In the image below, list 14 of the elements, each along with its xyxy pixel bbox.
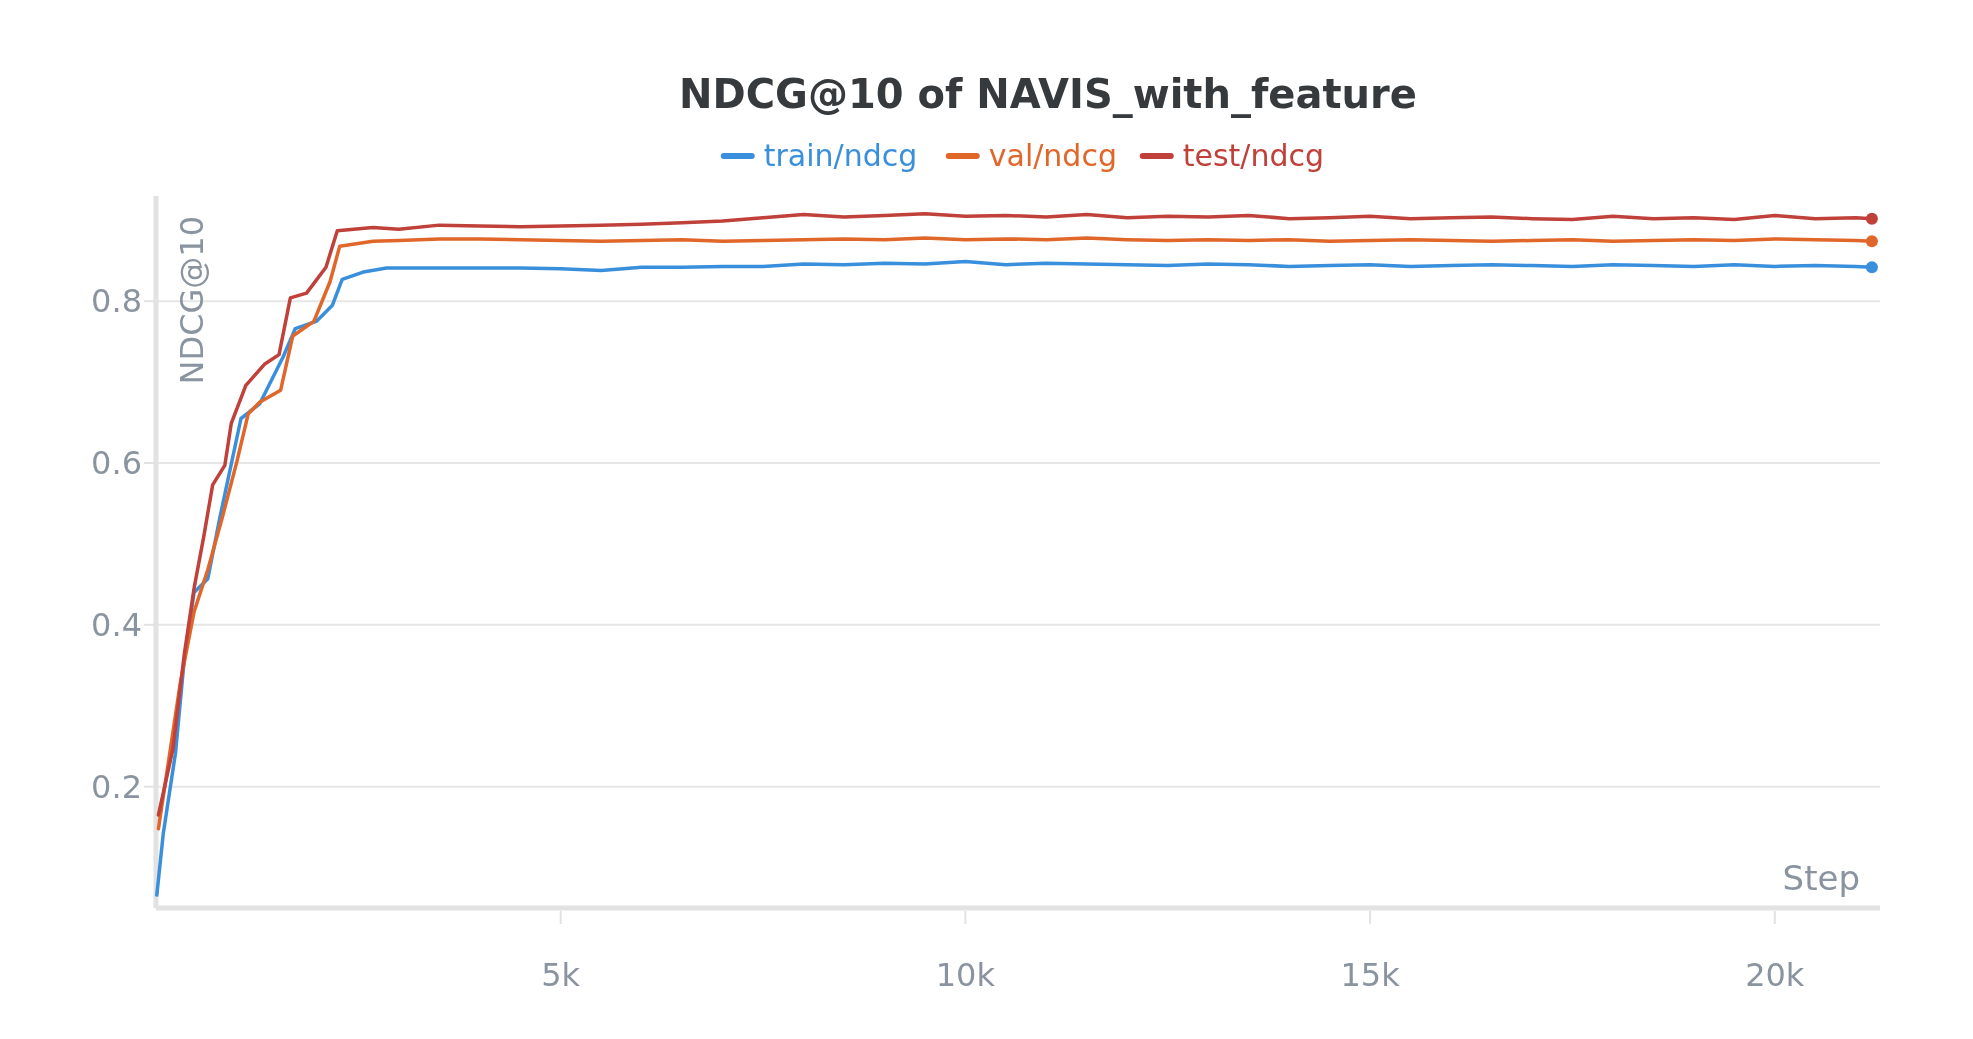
legend-label: val/ndcg [988, 138, 1117, 173]
y-axis-title: NDCG@10 [173, 216, 211, 385]
y-tick-label: 0.4 [91, 605, 142, 644]
x-tick-label: 5k [541, 956, 581, 994]
legend-label: test/ndcg [1182, 138, 1325, 173]
y-tick-label: 0.6 [91, 444, 142, 482]
x-tick-label: 10k [935, 956, 996, 994]
chart-title: NDCG@10 of NAVIS_with_feature [679, 71, 1417, 118]
y-tick-label: 0.8 [91, 282, 142, 321]
x-tick-label: 15k [1340, 956, 1401, 994]
x-axis-title: Step [1782, 858, 1860, 898]
y-tick-label: 0.2 [91, 767, 142, 806]
x-tick-label: 20k [1745, 956, 1805, 994]
legend-label: train/ndcg [763, 138, 918, 173]
